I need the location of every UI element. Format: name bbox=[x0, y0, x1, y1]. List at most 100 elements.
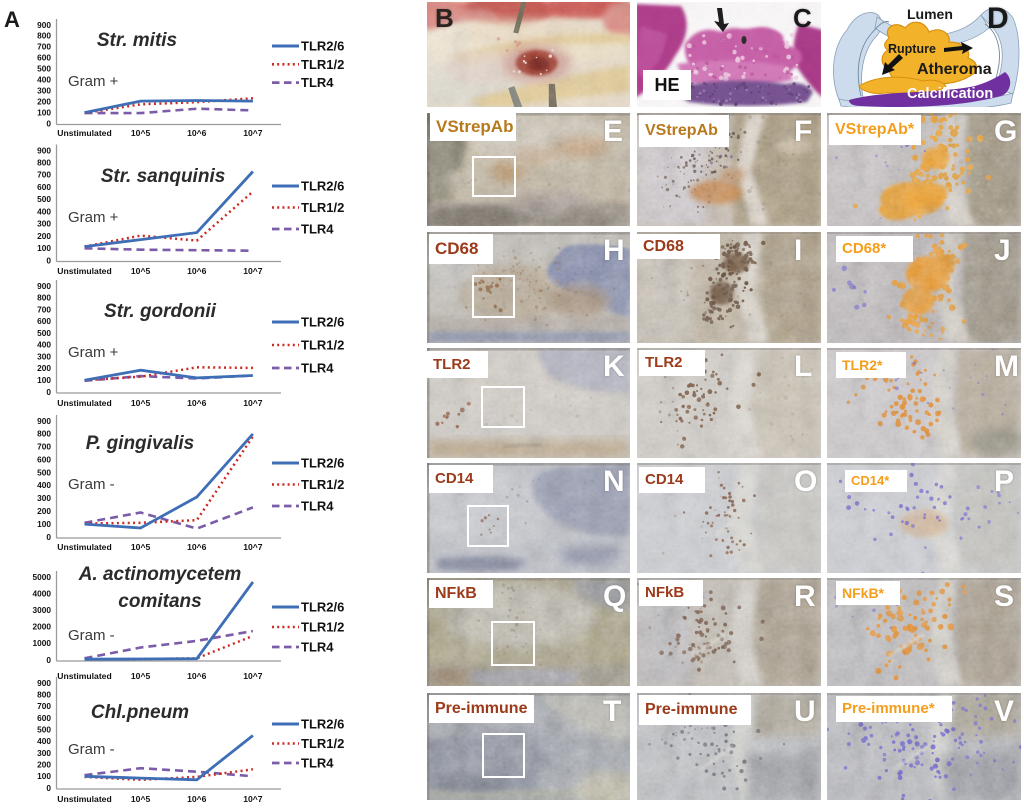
svg-text:Unstimulated: Unstimulated bbox=[57, 266, 111, 276]
svg-text:400: 400 bbox=[37, 736, 51, 746]
svg-text:TLR2/6: TLR2/6 bbox=[301, 456, 344, 471]
svg-text:10^6: 10^6 bbox=[187, 671, 207, 681]
svg-text:0: 0 bbox=[46, 255, 51, 265]
svg-text:Str. sanquinis: Str. sanquinis bbox=[101, 166, 226, 187]
svg-text:200: 200 bbox=[37, 760, 51, 770]
svg-text:100: 100 bbox=[37, 771, 51, 781]
svg-text:Unstimulated: Unstimulated bbox=[57, 671, 111, 681]
svg-text:400: 400 bbox=[37, 206, 51, 216]
svg-text:500: 500 bbox=[37, 194, 51, 204]
svg-text:10^7: 10^7 bbox=[243, 266, 263, 276]
svg-text:TLR1/2: TLR1/2 bbox=[301, 338, 344, 353]
svg-text:10^5: 10^5 bbox=[131, 398, 151, 408]
svg-text:comitans: comitans bbox=[118, 591, 201, 612]
svg-text:100: 100 bbox=[37, 519, 51, 529]
svg-text:900: 900 bbox=[37, 281, 51, 291]
svg-text:10^5: 10^5 bbox=[131, 128, 151, 138]
svg-text:600: 600 bbox=[37, 316, 51, 326]
svg-text:Str. gordonii: Str. gordonii bbox=[104, 301, 217, 322]
svg-text:Gram -: Gram - bbox=[68, 627, 115, 644]
svg-text:2000: 2000 bbox=[33, 622, 52, 632]
svg-text:4000: 4000 bbox=[33, 588, 52, 598]
svg-text:Gram +: Gram + bbox=[68, 73, 119, 90]
svg-text:A: A bbox=[4, 7, 20, 32]
svg-text:A. actinomycetem: A. actinomycetem bbox=[78, 564, 242, 585]
svg-text:400: 400 bbox=[37, 340, 51, 350]
svg-text:TLR1/2: TLR1/2 bbox=[301, 620, 344, 635]
svg-text:TLR4: TLR4 bbox=[301, 222, 334, 237]
svg-text:3000: 3000 bbox=[33, 605, 52, 615]
svg-text:0: 0 bbox=[46, 532, 51, 542]
svg-text:700: 700 bbox=[37, 442, 51, 452]
svg-text:TLR2/6: TLR2/6 bbox=[301, 315, 344, 330]
svg-text:900: 900 bbox=[37, 416, 51, 426]
svg-text:700: 700 bbox=[37, 170, 51, 180]
svg-text:10^7: 10^7 bbox=[243, 794, 263, 804]
svg-text:800: 800 bbox=[37, 690, 51, 700]
svg-text:Unstimulated: Unstimulated bbox=[57, 794, 111, 804]
svg-text:10^5: 10^5 bbox=[131, 671, 151, 681]
svg-text:600: 600 bbox=[37, 713, 51, 723]
svg-text:10^7: 10^7 bbox=[243, 542, 263, 552]
svg-text:TLR4: TLR4 bbox=[301, 361, 334, 376]
svg-text:Gram +: Gram + bbox=[68, 344, 119, 361]
svg-text:Gram +: Gram + bbox=[68, 209, 119, 226]
svg-text:900: 900 bbox=[37, 20, 51, 30]
svg-text:0: 0 bbox=[46, 783, 51, 793]
svg-text:600: 600 bbox=[37, 53, 51, 63]
svg-text:P. gingivalis: P. gingivalis bbox=[86, 433, 194, 454]
svg-text:800: 800 bbox=[37, 31, 51, 41]
svg-text:Unstimulated: Unstimulated bbox=[57, 398, 111, 408]
svg-text:TLR2/6: TLR2/6 bbox=[301, 179, 344, 194]
svg-text:TLR4: TLR4 bbox=[301, 75, 334, 90]
svg-text:100: 100 bbox=[37, 107, 51, 117]
svg-text:600: 600 bbox=[37, 455, 51, 465]
svg-text:300: 300 bbox=[37, 748, 51, 758]
svg-text:400: 400 bbox=[37, 75, 51, 85]
svg-text:700: 700 bbox=[37, 701, 51, 711]
svg-text:10^5: 10^5 bbox=[131, 542, 151, 552]
svg-text:800: 800 bbox=[37, 293, 51, 303]
svg-text:300: 300 bbox=[37, 86, 51, 96]
svg-text:TLR1/2: TLR1/2 bbox=[301, 57, 344, 72]
svg-text:Unstimulated: Unstimulated bbox=[57, 542, 111, 552]
svg-text:700: 700 bbox=[37, 42, 51, 52]
svg-text:TLR1/2: TLR1/2 bbox=[301, 477, 344, 492]
svg-text:10^7: 10^7 bbox=[243, 398, 263, 408]
svg-text:TLR1/2: TLR1/2 bbox=[301, 200, 344, 215]
svg-text:800: 800 bbox=[37, 429, 51, 439]
svg-text:500: 500 bbox=[37, 64, 51, 74]
svg-text:TLR2/6: TLR2/6 bbox=[301, 600, 344, 615]
svg-text:10^6: 10^6 bbox=[187, 542, 207, 552]
svg-text:400: 400 bbox=[37, 480, 51, 490]
svg-text:200: 200 bbox=[37, 506, 51, 516]
svg-text:700: 700 bbox=[37, 304, 51, 314]
svg-text:TLR2/6: TLR2/6 bbox=[301, 39, 344, 54]
svg-text:10^6: 10^6 bbox=[187, 794, 207, 804]
svg-text:300: 300 bbox=[37, 352, 51, 362]
svg-text:500: 500 bbox=[37, 467, 51, 477]
svg-text:0: 0 bbox=[46, 655, 51, 665]
svg-text:5000: 5000 bbox=[33, 572, 52, 582]
svg-text:10^7: 10^7 bbox=[243, 671, 263, 681]
svg-text:200: 200 bbox=[37, 363, 51, 373]
svg-text:Chl.pneum: Chl.pneum bbox=[91, 702, 189, 723]
svg-text:200: 200 bbox=[37, 96, 51, 106]
svg-text:500: 500 bbox=[37, 328, 51, 338]
svg-text:1000: 1000 bbox=[33, 638, 52, 648]
svg-text:10^6: 10^6 bbox=[187, 128, 207, 138]
svg-text:100: 100 bbox=[37, 375, 51, 385]
svg-text:10^5: 10^5 bbox=[131, 266, 151, 276]
svg-text:10^6: 10^6 bbox=[187, 398, 207, 408]
svg-text:TLR4: TLR4 bbox=[301, 640, 334, 655]
svg-text:TLR4: TLR4 bbox=[301, 756, 334, 771]
svg-text:900: 900 bbox=[37, 678, 51, 688]
svg-text:200: 200 bbox=[37, 231, 51, 241]
svg-text:500: 500 bbox=[37, 725, 51, 735]
svg-text:10^7: 10^7 bbox=[243, 128, 263, 138]
svg-text:Gram -: Gram - bbox=[68, 741, 115, 758]
svg-text:Str. mitis: Str. mitis bbox=[97, 30, 177, 51]
svg-text:Gram -: Gram - bbox=[68, 476, 115, 493]
svg-text:TLR4: TLR4 bbox=[301, 499, 334, 514]
svg-text:10^6: 10^6 bbox=[187, 266, 207, 276]
